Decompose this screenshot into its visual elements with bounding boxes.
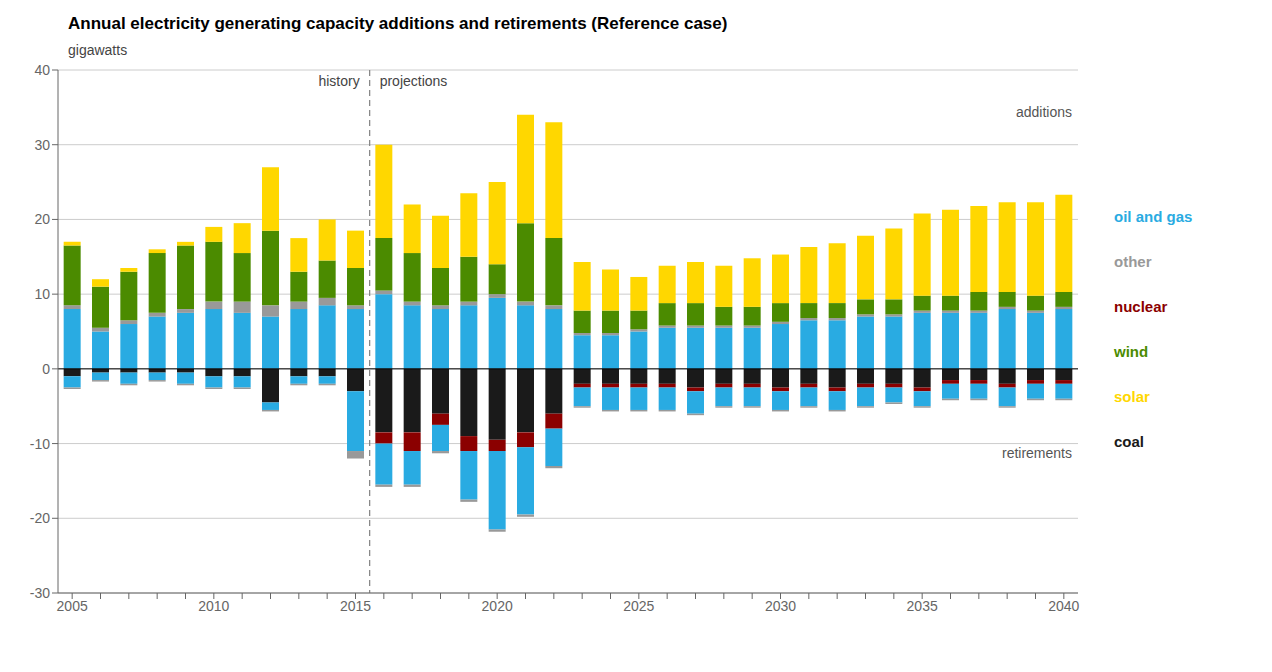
svg-text:2025: 2025: [623, 598, 654, 614]
svg-text:2010: 2010: [198, 598, 229, 614]
html-text:nuclear: nuclear: [1114, 298, 1168, 315]
svg-text:projections: projections: [380, 73, 448, 89]
svg-text:2020: 2020: [482, 598, 513, 614]
svg-text:2015: 2015: [340, 598, 371, 614]
svg-text:-30: -30: [30, 585, 50, 601]
svg-text:retirements: retirements: [1002, 445, 1072, 461]
svg-text:2035: 2035: [907, 598, 938, 614]
svg-text:-20: -20: [30, 510, 50, 526]
svg-text:10: 10: [34, 286, 50, 302]
html-text:Annual electricity generating: Annual electricity generating capacity a…: [68, 14, 728, 33]
html-text:coal: coal: [1114, 433, 1144, 450]
html-text:solar: solar: [1114, 388, 1150, 405]
html-text:wind: wind: [1114, 343, 1149, 360]
svg-text:0: 0: [42, 361, 50, 377]
html-text:gigawatts: gigawatts: [68, 42, 128, 58]
svg-text:history: history: [318, 73, 359, 89]
html-text:other: other: [1114, 253, 1152, 270]
svg-text:2040: 2040: [1048, 598, 1079, 614]
svg-text:additions: additions: [1016, 104, 1072, 120]
svg-text:40: 40: [34, 62, 50, 78]
svg-text:2005: 2005: [57, 598, 88, 614]
svg-text:2030: 2030: [765, 598, 796, 614]
html-text:oil and gas: oil and gas: [1114, 208, 1193, 225]
svg-text:-10: -10: [30, 436, 50, 452]
svg-text:30: 30: [34, 137, 50, 153]
svg-text:20: 20: [34, 211, 50, 227]
